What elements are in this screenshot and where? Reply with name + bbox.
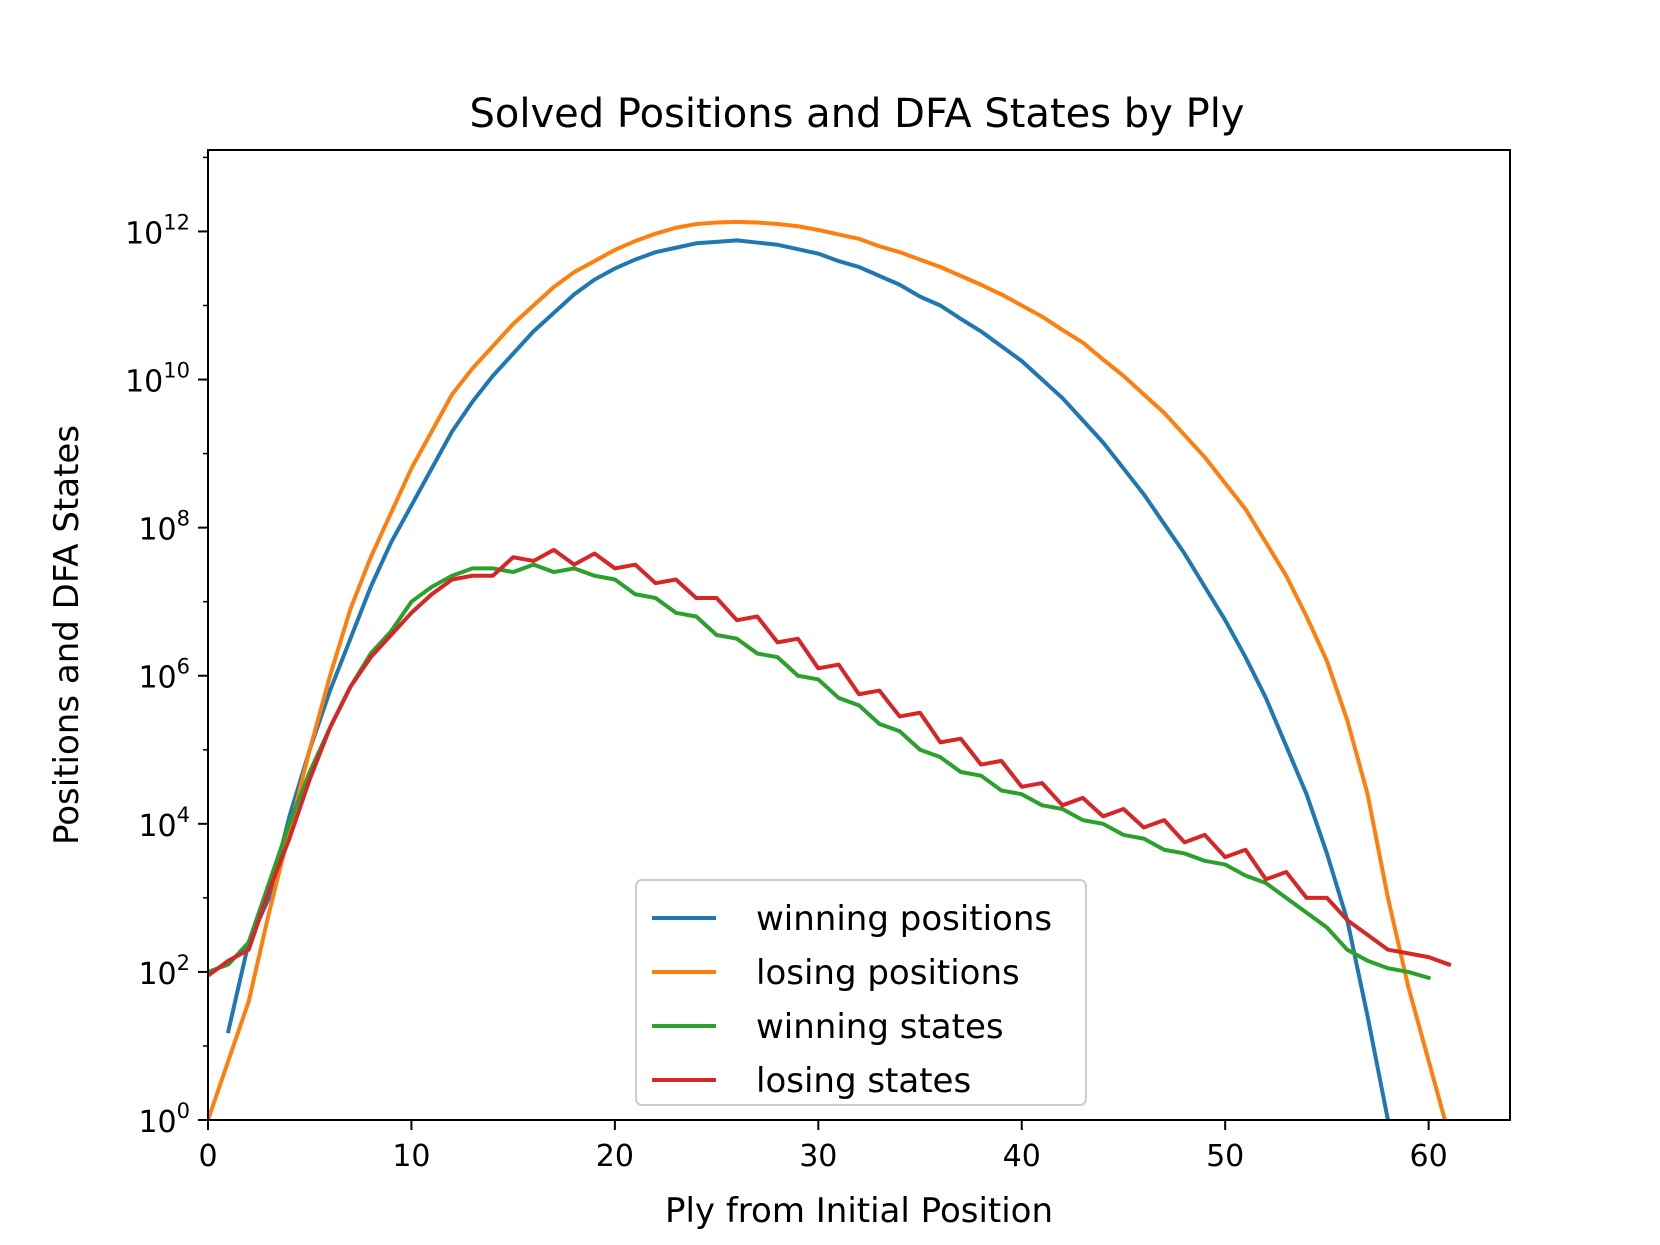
legend: winning positions losing positions winning… <box>635 879 1087 1106</box>
y-tick-label: 108 <box>138 507 190 548</box>
legend-label: winning positions <box>756 899 1052 939</box>
series-line-winning-states <box>208 562 1432 981</box>
y-axis-label: Positions and DFA States <box>47 425 87 845</box>
x-axis-label: Ply from Initial Position <box>665 1191 1053 1231</box>
legend-label: winning states <box>756 1007 1004 1047</box>
x-tick-label: 10 <box>392 1139 430 1174</box>
x-tick-label: 0 <box>198 1139 217 1174</box>
plot-frame <box>207 149 1511 1121</box>
x-tick-label: 30 <box>799 1139 837 1174</box>
series-line-losing-positions <box>208 219 1447 1120</box>
y-axis: 100 102 104 106 108 1010 1012 <box>125 156 208 1140</box>
series-line-losing-states <box>208 547 1452 979</box>
y-tick-label: 100 <box>138 1099 190 1140</box>
y-tick-label: 102 <box>138 951 190 992</box>
x-tick-label: 40 <box>1003 1139 1041 1174</box>
legend-label: losing positions <box>756 953 1020 993</box>
legend-label: losing states <box>756 1061 971 1101</box>
x-tick-label: 60 <box>1410 1139 1448 1174</box>
x-axis: 0 10 20 30 40 50 60 <box>198 1120 1448 1174</box>
y-tick-label: 106 <box>138 655 190 696</box>
y-tick-label: 1012 <box>125 210 190 251</box>
series-layer <box>208 219 1452 1120</box>
series-line-winning-positions <box>225 238 1391 1120</box>
y-tick-label: 1010 <box>125 359 190 400</box>
x-tick-label: 20 <box>596 1139 634 1174</box>
y-tick-label: 104 <box>138 803 190 844</box>
chart-title: Solved Positions and DFA States by Ply <box>470 91 1245 137</box>
legend-box <box>635 879 1087 1106</box>
x-tick-label: 50 <box>1206 1139 1244 1174</box>
